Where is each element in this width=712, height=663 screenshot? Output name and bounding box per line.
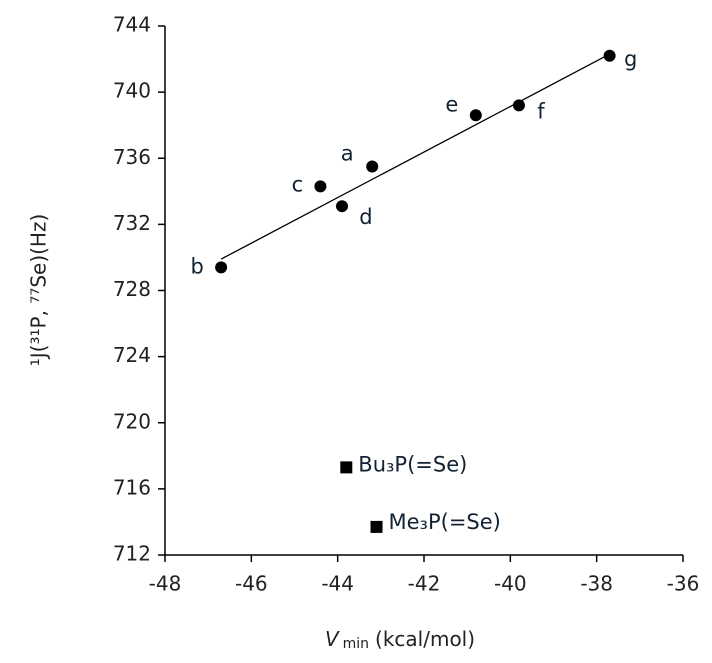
x-tick-label: -38 bbox=[580, 572, 613, 596]
point-label: Bu₃P(=Se) bbox=[358, 452, 467, 476]
point bbox=[603, 49, 616, 62]
y-tick-label: 744 bbox=[113, 13, 151, 37]
x-label-subscript: min bbox=[343, 636, 369, 652]
y-tick-label: 712 bbox=[113, 542, 151, 566]
y-tick-label: 716 bbox=[113, 475, 151, 499]
y-tick-label: 736 bbox=[113, 145, 151, 169]
x-label-unit: (kcal/mol) bbox=[375, 627, 475, 651]
y-tick-label: 724 bbox=[113, 343, 151, 367]
x-tick-label: -44 bbox=[321, 572, 354, 596]
square-point bbox=[340, 461, 353, 474]
x-tick-label: -40 bbox=[494, 572, 527, 596]
point bbox=[366, 160, 379, 173]
point-label: c bbox=[292, 172, 304, 196]
x-tick-label: -42 bbox=[408, 572, 441, 596]
trendline bbox=[220, 53, 610, 260]
x-tick-label: -36 bbox=[667, 572, 700, 596]
x-tick-label: -46 bbox=[235, 572, 268, 596]
point bbox=[512, 99, 525, 112]
point bbox=[335, 200, 348, 213]
point-label: d bbox=[359, 205, 372, 229]
y-tick-label: 740 bbox=[113, 79, 151, 103]
y-tick-label: 728 bbox=[113, 277, 151, 301]
point-label: a bbox=[341, 142, 354, 166]
point-label: e bbox=[445, 92, 458, 116]
x-label-symbol: V bbox=[325, 627, 340, 651]
point-label: Me₃P(=Se) bbox=[389, 510, 501, 534]
x-tick-label: -48 bbox=[149, 572, 182, 596]
point-label: g bbox=[624, 47, 637, 71]
point-label: f bbox=[537, 99, 545, 123]
point bbox=[215, 261, 228, 274]
y-tick-label: 720 bbox=[113, 409, 151, 433]
point bbox=[469, 109, 482, 122]
square-point bbox=[370, 520, 383, 533]
point-label: b bbox=[190, 254, 203, 278]
point bbox=[314, 180, 327, 193]
y-axis-label: ¹J(³¹P, ⁷⁷Se)(Hz) bbox=[27, 214, 51, 367]
y-tick-label: 732 bbox=[113, 211, 151, 235]
